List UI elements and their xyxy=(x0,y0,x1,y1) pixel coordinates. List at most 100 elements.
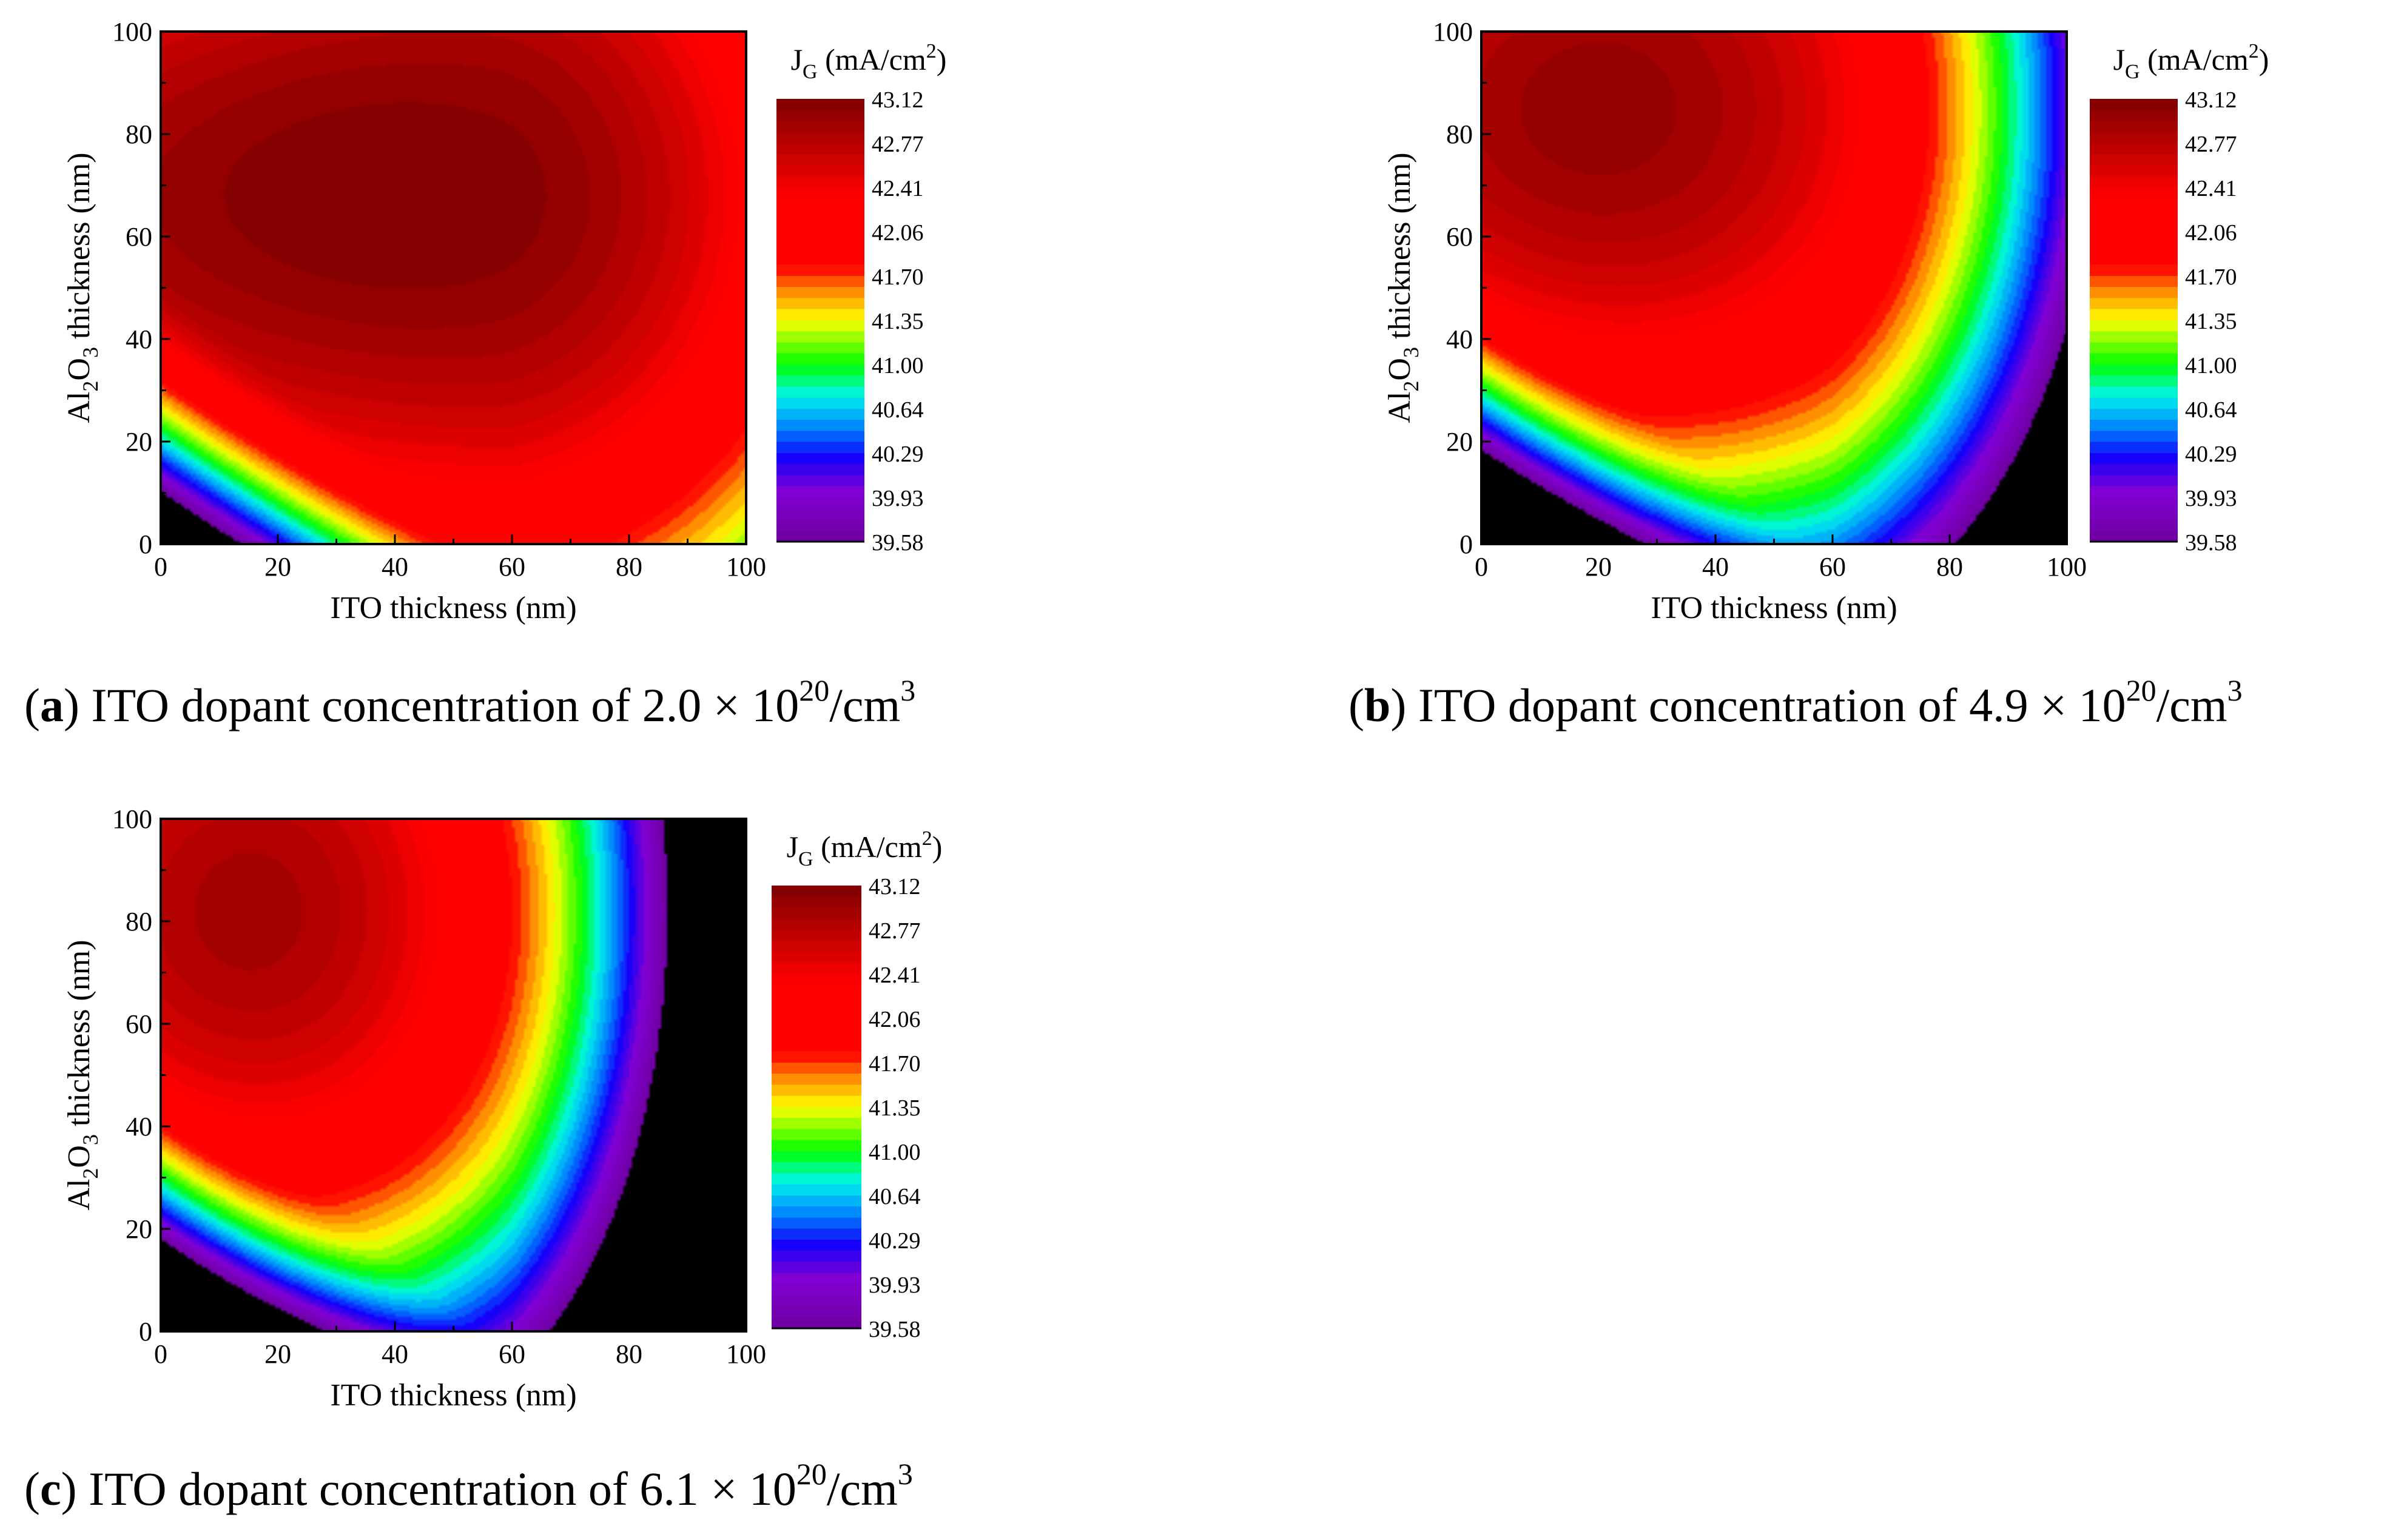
y-tick-label-b: 100 xyxy=(1433,17,1473,47)
y-tick-label-b: 60 xyxy=(1446,222,1473,252)
colorbar-tick-label-b: 40.64 xyxy=(2185,397,2237,423)
y-tick-label-a: 80 xyxy=(126,119,152,149)
colorbar-tick-label-b: 42.41 xyxy=(2185,176,2237,201)
x-axis-label-b: ITO thickness (nm) xyxy=(1651,591,1897,625)
x-tick-label-c: 0 xyxy=(154,1339,167,1369)
caption-b-label: b xyxy=(1364,679,1391,731)
colorbar-tick-label-a: 42.41 xyxy=(872,176,924,201)
y-tick-label-c: 0 xyxy=(139,1317,152,1347)
panel-b: 0 20 40 60 80 100 0 20 40 60 80 100 ITO thickness (n… xyxy=(1382,17,2269,625)
heatmap-c xyxy=(161,819,746,1331)
x-tick-label-a: 80 xyxy=(616,552,642,582)
colorbar-title-part: ) xyxy=(932,830,943,864)
colorbar-tick-label-b: 42.77 xyxy=(2185,132,2237,157)
colorbar-title-part: 2 xyxy=(926,40,937,62)
colorbar-tick-label-c: 40.29 xyxy=(869,1228,921,1254)
caption-a-label: a xyxy=(39,679,64,731)
panel-a: 0 20 40 60 80 100 0 20 40 60 80 100 ITO thickness (n… xyxy=(62,17,946,625)
y-axis-label-subscript: 2 xyxy=(78,381,103,392)
colorbar-title-part: 2 xyxy=(922,827,932,850)
colorbar-title-part: G xyxy=(2125,61,2140,83)
x-tick-label-c: 40 xyxy=(382,1339,408,1369)
y-tick-label-b: 40 xyxy=(1446,324,1473,354)
colorbar-tick-label-a: 40.29 xyxy=(872,442,924,467)
y-axis-label-part: thickness (nm) xyxy=(62,940,96,1134)
x-tick-label-b: 0 xyxy=(1475,552,1488,582)
x-tick-label-b: 20 xyxy=(1585,552,1612,582)
caption-c: (c) ITO dopant concentration of 6.1 × 10… xyxy=(24,1457,913,1515)
colorbar-tick-label-b: 39.93 xyxy=(2185,486,2237,511)
colorbar-title-part: G xyxy=(798,848,813,870)
y-axis-label-part: O xyxy=(62,358,96,381)
colorbar-tick-label-a: 41.70 xyxy=(872,264,924,290)
x-tick-label-b: 100 xyxy=(2047,552,2087,582)
x-axis-label-c: ITO thickness (nm) xyxy=(330,1378,576,1413)
x-tick-label-a: 0 xyxy=(154,552,167,582)
y-tick-label-c: 100 xyxy=(112,804,152,834)
colorbar-title-part: 2 xyxy=(2249,40,2259,62)
colorbar-tick-label-b: 41.70 xyxy=(2185,264,2237,290)
y-axis-label-b: Al2O3 thickness (nm) xyxy=(1382,152,1423,423)
x-tick-label-a: 60 xyxy=(499,552,525,582)
colorbar-title-a: JG (mA/cm2) xyxy=(791,40,947,83)
panel-c: 0 20 40 60 80 100 0 20 40 60 80 100 ITO thickness (n… xyxy=(62,804,942,1413)
caption-b: (b) ITO dopant concentration of 4.9 × 10… xyxy=(1348,673,2243,731)
colorbar-tick-label-c: 39.93 xyxy=(869,1273,921,1298)
colorbar-title-part: J xyxy=(787,830,798,864)
colorbar-title-part: J xyxy=(2113,42,2125,76)
y-tick-label-c: 60 xyxy=(126,1009,152,1039)
x-tick-label-c: 100 xyxy=(726,1339,766,1369)
y-tick-label-c: 40 xyxy=(126,1112,152,1142)
x-tick-label-c: 60 xyxy=(499,1339,525,1369)
x-tick-label-a: 100 xyxy=(726,552,766,582)
colorbar-c xyxy=(772,886,861,1328)
colorbar-tick-label-a: 43.12 xyxy=(872,87,924,113)
x-tick-label-c: 20 xyxy=(264,1339,291,1369)
colorbar-tick-label-a: 39.58 xyxy=(872,530,924,556)
y-axis-label-part: Al xyxy=(62,392,96,423)
y-axis-label-part: O xyxy=(62,1145,96,1168)
y-tick-label-b: 80 xyxy=(1446,119,1473,149)
colorbar-tick-label-c: 42.06 xyxy=(869,1007,921,1032)
colorbar-title-part: (mA/cm xyxy=(818,42,926,76)
colorbar-tick-label-a: 41.35 xyxy=(872,309,924,334)
y-axis-label-subscript: 3 xyxy=(1399,347,1423,358)
y-tick-label-a: 100 xyxy=(112,17,152,47)
colorbar-tick-label-a: 42.06 xyxy=(872,220,924,246)
colorbar-tick-label-b: 41.00 xyxy=(2185,353,2237,378)
x-tick-label-b: 40 xyxy=(1702,552,1729,582)
colorbar-title-part: ) xyxy=(937,42,947,76)
y-axis-label-part: Al xyxy=(62,1179,96,1211)
colorbar-tick-label-b: 40.29 xyxy=(2185,442,2237,467)
colorbar-title-part: (mA/cm xyxy=(2140,42,2249,76)
heatmap-a xyxy=(161,32,746,544)
y-tick-label-a: 20 xyxy=(126,427,152,457)
x-tick-label-a: 40 xyxy=(382,552,408,582)
y-axis-label-subscript: 3 xyxy=(78,347,103,358)
colorbar-tick-label-c: 41.35 xyxy=(869,1095,921,1121)
x-tick-label-b: 80 xyxy=(1936,552,1963,582)
y-axis-label-part: Al xyxy=(1382,392,1417,423)
y-tick-label-b: 20 xyxy=(1446,427,1473,457)
colorbar-tick-label-c: 41.70 xyxy=(869,1051,921,1077)
y-tick-label-a: 60 xyxy=(126,222,152,252)
colorbar-title-part: G xyxy=(803,61,818,83)
y-axis-label-part: thickness (nm) xyxy=(62,152,96,347)
colorbar-tick-label-c: 40.64 xyxy=(869,1184,921,1209)
x-axis-label-a: ITO thickness (nm) xyxy=(330,591,576,625)
colorbar-tick-label-a: 39.93 xyxy=(872,486,924,511)
y-tick-label-a: 0 xyxy=(139,530,152,559)
colorbar-tick-label-c: 39.58 xyxy=(869,1317,921,1342)
x-tick-label-c: 80 xyxy=(616,1339,642,1369)
caption-a: (a) ITO dopant concentration of 2.0 × 10… xyxy=(24,673,916,731)
x-tick-label-b: 60 xyxy=(1819,552,1846,582)
y-axis-label-part: thickness (nm) xyxy=(1382,152,1417,347)
colorbar-tick-label-b: 43.12 xyxy=(2185,87,2237,113)
colorbar-tick-label-b: 42.06 xyxy=(2185,220,2237,246)
colorbar-tick-label-a: 41.00 xyxy=(872,353,924,378)
colorbar-tick-label-a: 42.77 xyxy=(872,132,924,157)
y-axis-label-a: Al2O3 thickness (nm) xyxy=(62,152,103,423)
y-axis-label-part: O xyxy=(1382,358,1417,381)
heatmap-b xyxy=(1481,32,2067,544)
